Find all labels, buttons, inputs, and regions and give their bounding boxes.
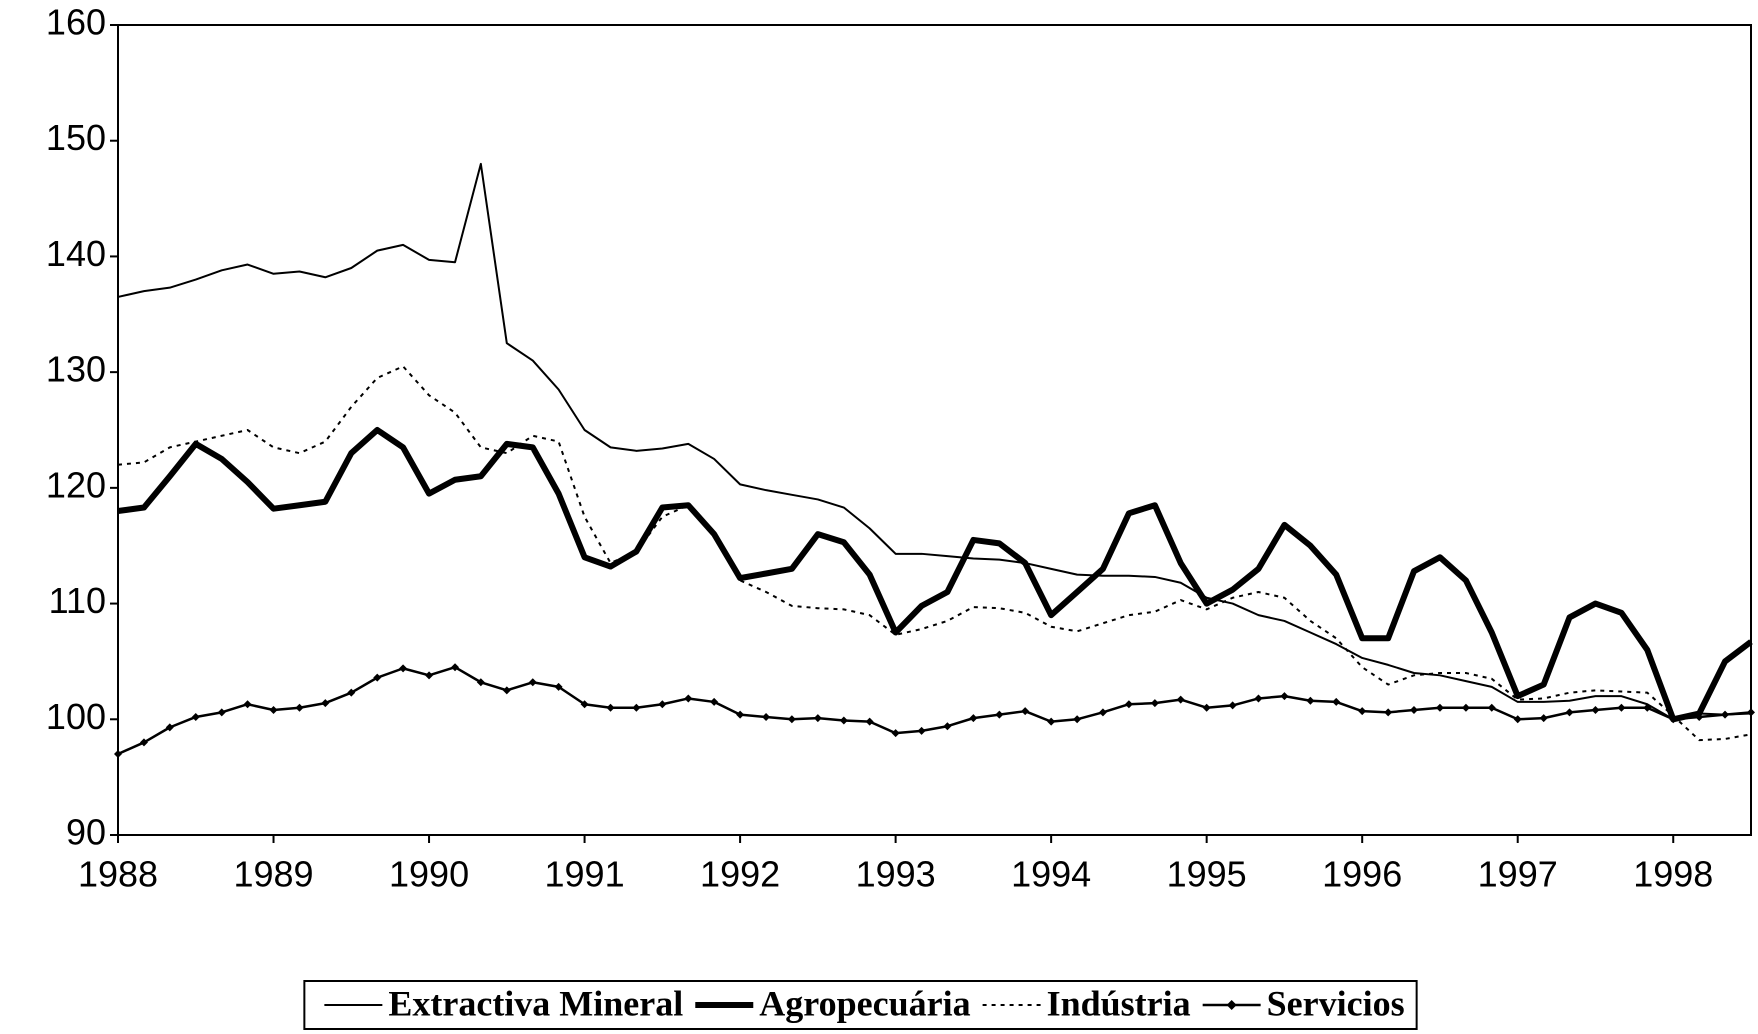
series-marker [139, 738, 148, 747]
x-tick-label: 1992 [700, 854, 780, 895]
series-marker [114, 750, 122, 758]
series-marker [1098, 708, 1107, 717]
series-marker [476, 678, 485, 687]
x-tick-label: 1997 [1478, 854, 1558, 895]
series-marker [269, 706, 278, 715]
series-marker [1228, 701, 1237, 710]
y-tick-label: 120 [46, 464, 106, 505]
series-marker [1358, 707, 1367, 716]
series-marker [995, 710, 1004, 719]
series-marker [165, 723, 174, 732]
series-marker [1280, 692, 1289, 701]
x-tick-label: 1998 [1633, 854, 1713, 895]
series-marker [1202, 703, 1211, 712]
series-marker [710, 697, 719, 706]
series-marker [813, 714, 822, 723]
y-tick-label: 150 [46, 117, 106, 158]
x-tick-label: 1988 [78, 854, 158, 895]
x-tick-label: 1994 [1011, 854, 1091, 895]
series-marker [1669, 715, 1678, 724]
y-tick-label: 100 [46, 696, 106, 737]
plot-frame [117, 24, 1752, 836]
series-marker [502, 686, 511, 695]
series-line [117, 365, 1752, 742]
series-marker [580, 700, 589, 709]
series-line [117, 162, 1752, 721]
series-marker [1435, 703, 1444, 712]
x-tick-label: 1990 [389, 854, 469, 895]
series-marker [399, 664, 408, 673]
series-marker [865, 717, 874, 726]
y-tick-label: 130 [46, 349, 106, 390]
series-marker [787, 715, 796, 724]
legend-label: Agropecuária [759, 983, 970, 1023]
series-marker [243, 700, 252, 709]
x-tick-label: 1993 [856, 854, 936, 895]
legend-marker [1226, 1000, 1237, 1010]
series-marker [1409, 706, 1418, 715]
series-marker [1124, 700, 1133, 709]
series-marker [632, 703, 641, 712]
series-marker [839, 716, 848, 725]
series-line [117, 427, 1753, 723]
y-tick-label: 140 [46, 233, 106, 274]
series-marker [1591, 706, 1600, 715]
series-marker [1539, 714, 1548, 723]
y-tick-label: 90 [66, 812, 106, 853]
series-marker [943, 722, 952, 731]
series-marker [1643, 703, 1652, 712]
series-marker [373, 673, 382, 682]
series-marker [917, 726, 926, 735]
series-marker [554, 682, 563, 691]
series-marker [658, 700, 667, 709]
legend-label: Extractiva Mineral [388, 983, 683, 1023]
series-marker [1565, 708, 1574, 717]
x-tick-label: 1995 [1167, 854, 1247, 895]
series-marker [347, 688, 356, 697]
series-marker [1747, 708, 1755, 717]
y-tick-label: 160 [46, 2, 106, 43]
series-marker [425, 671, 434, 680]
series-marker [969, 714, 978, 723]
x-tick-label: 1991 [545, 854, 625, 895]
series-marker [736, 710, 745, 719]
x-tick-label: 1996 [1322, 854, 1402, 895]
series-marker [1721, 710, 1730, 719]
series-marker [1176, 695, 1185, 704]
series-marker [451, 663, 460, 672]
x-tick-label: 1989 [233, 854, 313, 895]
series-marker [1150, 699, 1159, 708]
legend-label: Indústria [1047, 983, 1191, 1023]
series-marker [1306, 696, 1315, 705]
series-line [117, 665, 1752, 756]
series-marker [321, 699, 330, 708]
series-marker [295, 703, 304, 712]
series-marker [684, 694, 693, 703]
series-marker [528, 678, 537, 687]
series-marker [217, 708, 226, 717]
series-marker [1073, 715, 1082, 724]
series-marker [1047, 717, 1056, 726]
y-tick-label: 110 [49, 580, 106, 621]
series-marker [1384, 708, 1393, 717]
legend-label: Servicios [1267, 983, 1405, 1023]
series-marker [762, 712, 771, 721]
series-marker [191, 712, 200, 721]
series-marker [1254, 694, 1263, 703]
series-marker [891, 729, 900, 738]
series-marker [1487, 703, 1496, 712]
series-marker [1695, 712, 1704, 721]
series-marker [1461, 703, 1470, 712]
series-marker [1021, 707, 1030, 716]
series-marker [1617, 703, 1626, 712]
legend: Extractiva Mineral Agropecuária Indústria S… [303, 980, 1418, 1030]
series-marker [1513, 715, 1522, 724]
series-marker [1332, 697, 1341, 706]
series-marker [606, 703, 615, 712]
